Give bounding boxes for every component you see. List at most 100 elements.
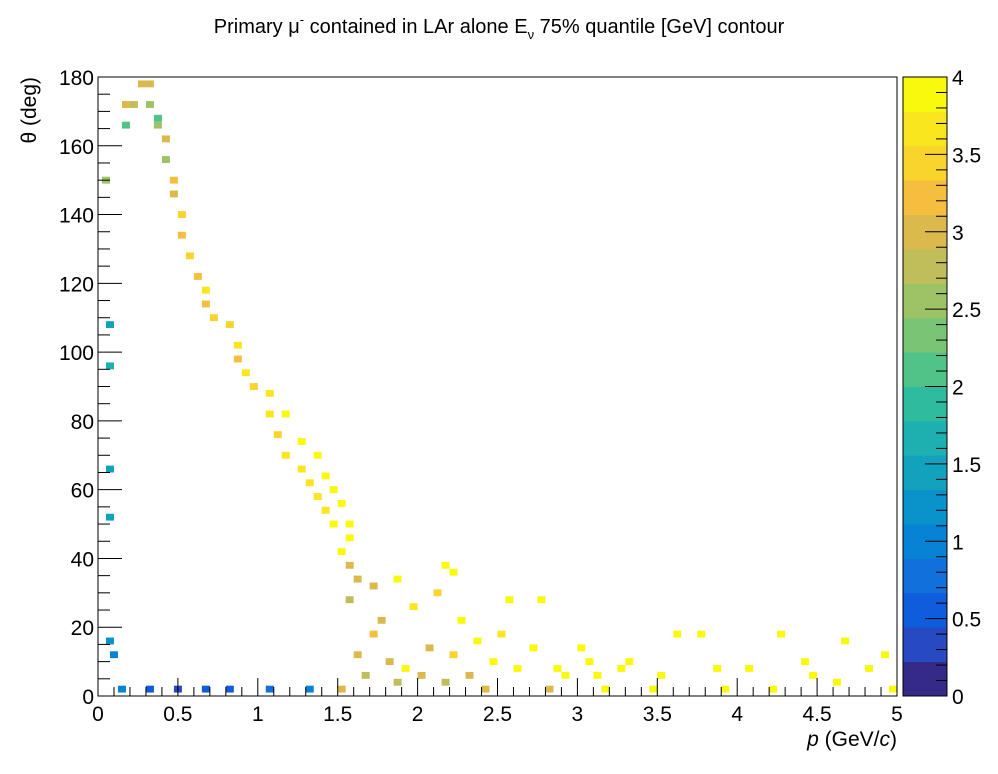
heatmap-bin — [265, 389, 274, 397]
color-scale-segment — [903, 352, 947, 387]
x-tick-label: 3 — [572, 703, 584, 726]
x-tick-label: 1 — [252, 703, 264, 726]
heatmap-bin — [465, 671, 474, 679]
heatmap-bin — [225, 685, 234, 693]
heatmap-bin — [265, 410, 274, 418]
heatmap-bin — [305, 479, 314, 487]
heatmap-bin — [313, 493, 322, 500]
heatmap-bin — [177, 211, 186, 218]
heatmap-bin — [513, 665, 522, 672]
y-tick-label: 100 — [59, 342, 94, 365]
x-tick-label: 4.5 — [802, 703, 831, 726]
heatmap-bin — [449, 651, 458, 659]
heatmap-bin — [137, 80, 146, 88]
z-tick-label: 0 — [952, 686, 964, 709]
heatmap-bin — [881, 651, 890, 659]
z-tick-label: 1 — [952, 531, 964, 554]
y-tick-label: 40 — [71, 548, 94, 571]
heatmap-bin — [297, 438, 306, 445]
heatmap-bin — [601, 685, 610, 693]
heatmap-bin — [489, 658, 498, 666]
heatmap-bin — [585, 658, 594, 666]
heatmap-bin — [385, 658, 394, 666]
heatmap-bin — [721, 685, 730, 693]
heatmap-bin — [337, 548, 346, 556]
heatmap-bin — [145, 80, 154, 88]
y-tick-label: 160 — [59, 136, 94, 159]
z-tick-label: 3 — [952, 222, 964, 245]
heatmap-bin — [329, 520, 338, 528]
z-tick-label: 4 — [952, 67, 964, 90]
color-scale-segment — [903, 420, 947, 456]
heatmap-bin — [337, 685, 346, 693]
x-tick-label: 3.5 — [643, 703, 672, 726]
x-tick-label: 4 — [731, 703, 743, 726]
heatmap-bin — [297, 465, 306, 473]
x-tick-label: 2 — [412, 703, 424, 726]
heatmap-bin — [313, 451, 322, 459]
color-scale-segment — [903, 489, 947, 525]
z-tick-label: 0.5 — [952, 609, 981, 632]
heatmap-bin — [441, 561, 450, 569]
x-tick-label: 5 — [891, 703, 903, 726]
heatmap-bin — [481, 685, 490, 693]
heatmap-bin — [713, 665, 722, 672]
heatmap-bin — [161, 135, 170, 143]
x-tick-label: 0.5 — [163, 703, 192, 726]
heatmap-bin — [473, 637, 482, 645]
heatmap-bin — [201, 300, 210, 308]
heatmap-bin — [673, 630, 682, 638]
x-tick-label: 1.5 — [323, 703, 352, 726]
heatmap-bin — [105, 637, 114, 645]
y-tick-label: 140 — [59, 205, 94, 228]
heatmap-bin — [145, 101, 154, 108]
heatmap-bin — [153, 114, 162, 122]
color-scale-segment — [903, 592, 947, 628]
x-axis: 0 0.5 1 1.5 2 2.5 3 3.5 4 4.5 5 — [92, 678, 903, 726]
heatmap-bin — [841, 637, 850, 645]
heatmap-bin — [537, 596, 546, 604]
heatmap-bin — [345, 534, 354, 542]
heatmap-bin — [393, 575, 402, 583]
heatmap-bin — [345, 561, 354, 569]
heatmap-bin — [169, 190, 178, 198]
heatmap-bin — [649, 685, 658, 693]
heatmap-bin — [345, 520, 354, 528]
color-scale-segment — [903, 77, 947, 112]
heatmap-bin — [233, 341, 242, 349]
color-scale-segment — [903, 317, 947, 353]
color-scale-segment — [903, 111, 947, 147]
heatmap-bin — [161, 156, 170, 163]
heatmap-bin — [377, 616, 386, 624]
heatmap-bin — [201, 685, 210, 693]
heatmap-bin — [105, 465, 114, 473]
heatmap-bin — [745, 665, 754, 672]
color-scale-segment — [903, 386, 947, 422]
heatmap-bin — [353, 651, 362, 659]
chart-title: Primary μ- contained in LAr alone Eν 75%… — [214, 12, 785, 42]
color-scale-segment — [903, 661, 947, 697]
heatmap-bin — [169, 176, 178, 184]
heatmap-bin — [809, 671, 818, 679]
heatmap-bin — [697, 630, 706, 638]
heatmap-bin — [105, 362, 114, 370]
heatmap-bin — [417, 671, 426, 679]
heatmap-bin — [105, 321, 114, 329]
heatmap-bin — [457, 616, 466, 624]
heatmap-bin — [225, 321, 234, 329]
heatmap-bin — [281, 451, 290, 459]
z-tick-label: 3.5 — [952, 144, 981, 167]
y-axis-title: θ (deg) — [18, 77, 41, 144]
z-tick-label: 2.5 — [952, 299, 981, 322]
heatmap-bin — [233, 355, 242, 363]
heatmap-bin — [545, 685, 554, 693]
heatmap-bin — [265, 685, 274, 693]
heatmap-bin — [777, 630, 786, 638]
heatmap-bin — [201, 286, 210, 294]
heatmap-bin — [321, 506, 330, 514]
heatmap-bin — [449, 568, 458, 576]
color-scale-segment — [903, 145, 947, 181]
heatmap-bin — [625, 658, 634, 666]
color-scale-axis: 0 0.5 1 1.5 2 2.5 3 3.5 4 — [925, 67, 981, 709]
